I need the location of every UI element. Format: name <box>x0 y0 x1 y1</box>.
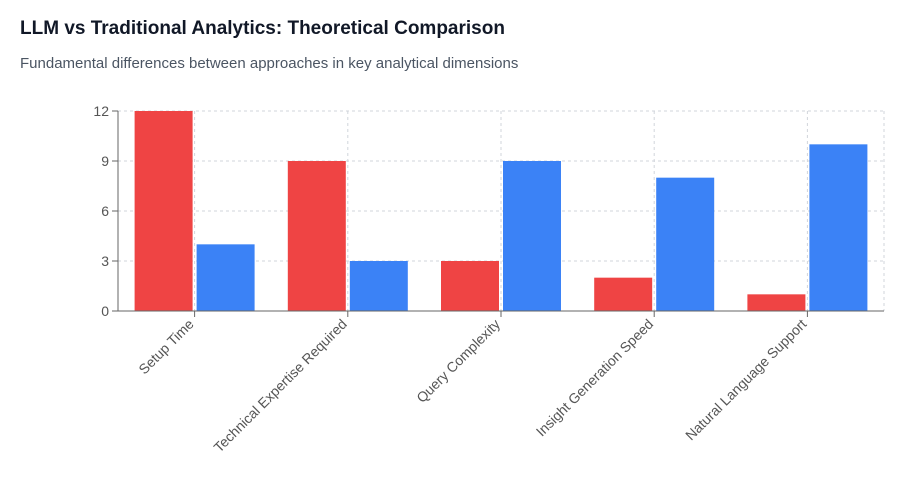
bar-series-2[interactable] <box>656 177 715 311</box>
bar-series-1[interactable] <box>134 111 193 311</box>
chart-title: LLM vs Traditional Analytics: Theoretica… <box>20 18 505 39</box>
bar-series-1[interactable] <box>747 294 806 311</box>
bars <box>134 111 868 311</box>
x-tick-label: Query Complexity <box>413 316 503 406</box>
bar-series-1[interactable] <box>441 261 499 311</box>
axes <box>112 110 884 317</box>
bar-series-2[interactable] <box>503 161 561 311</box>
y-tick-label: 0 <box>101 303 109 319</box>
y-tick-labels: 0 3 6 9 12 <box>93 103 109 319</box>
x-tick-label: Technical Expertise Required <box>210 316 350 456</box>
x-tick-label: Insight Generation Speed <box>533 316 657 440</box>
bar-series-2[interactable] <box>196 244 255 311</box>
bar-series-1[interactable] <box>287 161 346 311</box>
y-tick-label: 3 <box>101 253 109 269</box>
y-tick-label: 12 <box>93 103 109 119</box>
x-tick-label: Natural Language Support <box>682 316 810 444</box>
bar-series-2[interactable] <box>809 144 868 311</box>
chart-subtitle: Fundamental differences between approach… <box>20 55 519 72</box>
x-tick-labels: Setup Time Technical Expertise Required Qu… <box>135 316 809 456</box>
x-tick-label: Setup Time <box>135 316 197 378</box>
y-tick-label: 6 <box>101 203 109 219</box>
bar-series-2[interactable] <box>349 261 408 311</box>
bar-series-1[interactable] <box>594 277 653 311</box>
y-tick-label: 9 <box>101 153 109 169</box>
